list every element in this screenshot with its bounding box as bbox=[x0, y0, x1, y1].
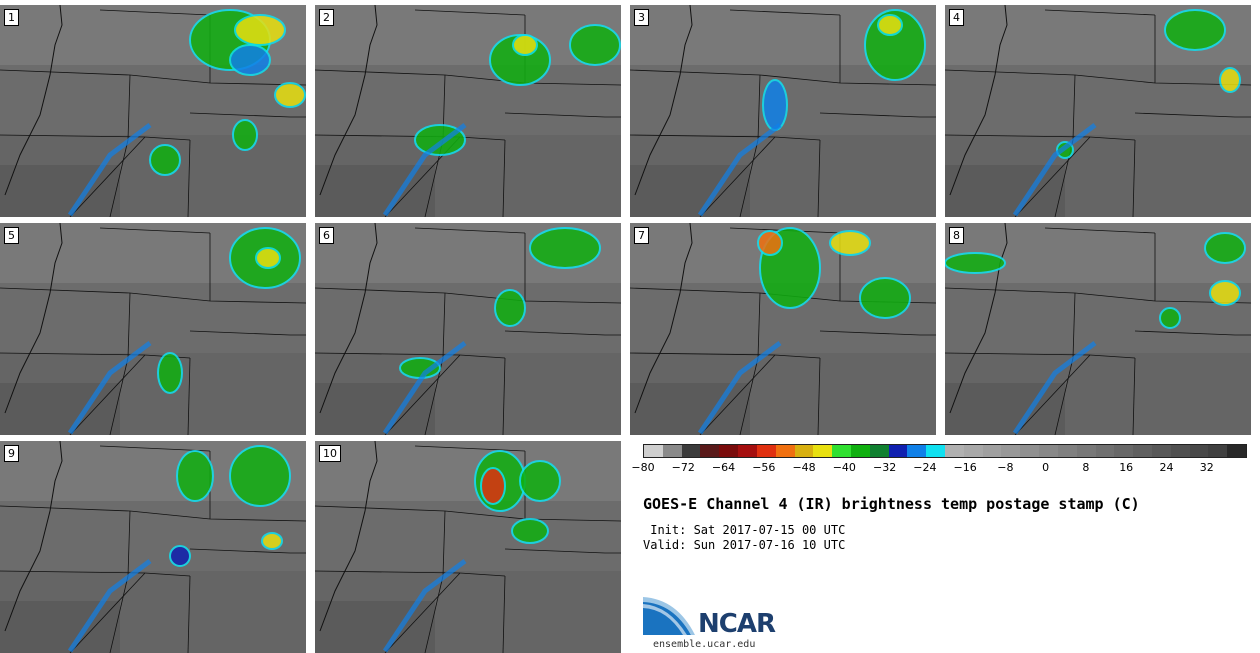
stamp-panel-3: 3 bbox=[630, 5, 936, 217]
colorbar-tick-label: −40 bbox=[832, 461, 856, 474]
colorbar-tick-label: 0 bbox=[1042, 461, 1050, 474]
colorbar-swatch bbox=[756, 445, 776, 457]
satellite-map bbox=[315, 5, 621, 217]
colorbar-tick-label: −64 bbox=[711, 461, 736, 474]
colorbar-swatch bbox=[869, 445, 889, 457]
colorbar-tick-label: −32 bbox=[872, 461, 897, 474]
satellite-map bbox=[630, 223, 936, 435]
colorbar-swatch bbox=[719, 445, 739, 457]
colorbar-tick-label: −24 bbox=[913, 461, 937, 474]
stamp-panel-4: 4 bbox=[945, 5, 1251, 217]
stamp-panel-2: 2 bbox=[315, 5, 621, 217]
colorbar-swatch bbox=[681, 445, 701, 457]
site-url: ensemble.ucar.edu bbox=[653, 639, 756, 650]
colorbar-tick-label: −56 bbox=[752, 461, 776, 474]
panel-number: 8 bbox=[949, 227, 964, 244]
stamp-panel-6: 6 bbox=[315, 223, 621, 435]
panel-number: 2 bbox=[319, 9, 334, 26]
logo-wordmark: NCAR bbox=[698, 609, 776, 639]
satellite-map bbox=[630, 5, 936, 217]
panel-number: 1 bbox=[4, 9, 19, 26]
stamp-panel-5: 5 bbox=[0, 223, 306, 435]
panel-number: 10 bbox=[319, 445, 341, 462]
panel-number: 7 bbox=[634, 227, 649, 244]
colorbar-swatch bbox=[813, 445, 833, 457]
colorbar-swatch bbox=[850, 445, 870, 457]
colorbar-swatch bbox=[963, 445, 983, 457]
colorbar-tick-label: 32 bbox=[1199, 461, 1214, 474]
ncar-logo-icon bbox=[643, 597, 695, 635]
colorbar-swatch bbox=[832, 445, 851, 457]
panel-number: 9 bbox=[4, 445, 19, 462]
stamp-panel-9: 9 bbox=[0, 441, 306, 653]
colorbar-swatch bbox=[644, 445, 663, 457]
satellite-map bbox=[0, 223, 306, 435]
colorbar-swatch bbox=[775, 445, 795, 457]
colorbar-swatch bbox=[1151, 445, 1171, 457]
colorbar-swatch bbox=[1170, 445, 1190, 457]
valid-time: Valid: Sun 2017-07-16 10 UTC bbox=[643, 538, 846, 552]
satellite-map bbox=[315, 441, 621, 653]
colorbar-tick-label: −8 bbox=[997, 461, 1014, 474]
satellite-map bbox=[0, 441, 306, 653]
colorbar-swatch bbox=[662, 445, 682, 457]
colorbar-tick-label: −80 bbox=[631, 461, 655, 474]
colorbar-swatch bbox=[794, 445, 814, 457]
satellite-map bbox=[945, 223, 1251, 435]
colorbar-tick-label: −72 bbox=[671, 461, 695, 474]
colorbar-tick-label: 24 bbox=[1159, 461, 1174, 474]
colorbar bbox=[643, 444, 1247, 458]
colorbar-swatch bbox=[738, 445, 757, 457]
satellite-map bbox=[315, 223, 621, 435]
colorbar-swatch bbox=[1189, 445, 1209, 457]
stamp-panel-10: 10 bbox=[315, 441, 621, 653]
init-time: Init: Sat 2017-07-15 00 UTC bbox=[643, 523, 846, 537]
colorbar-swatch bbox=[1001, 445, 1021, 457]
stamp-panel-8: 8 bbox=[945, 223, 1251, 435]
panel-number: 3 bbox=[634, 9, 649, 26]
colorbar-swatch bbox=[926, 445, 945, 457]
colorbar-swatch bbox=[1020, 445, 1040, 457]
colorbar-swatch bbox=[945, 445, 964, 457]
colorbar-swatch bbox=[1133, 445, 1152, 457]
satellite-map bbox=[0, 5, 306, 217]
colorbar-tick-label: −16 bbox=[953, 461, 977, 474]
stamp-panel-1: 1 bbox=[0, 5, 306, 217]
colorbar-swatch bbox=[1057, 445, 1077, 457]
colorbar-swatch bbox=[1208, 445, 1228, 457]
colorbar-tick-label: 16 bbox=[1119, 461, 1134, 474]
colorbar-swatch bbox=[1039, 445, 1058, 457]
colorbar-swatch bbox=[1076, 445, 1096, 457]
colorbar-tick-label: −48 bbox=[792, 461, 816, 474]
figure-title: GOES-E Channel 4 (IR) brightness temp po… bbox=[643, 495, 1140, 513]
satellite-map bbox=[945, 5, 1251, 217]
colorbar-swatch bbox=[700, 445, 720, 457]
stamp-panel-7: 7 bbox=[630, 223, 936, 435]
colorbar-swatch bbox=[982, 445, 1002, 457]
colorbar-swatch bbox=[1095, 445, 1115, 457]
colorbar-tick-label: 8 bbox=[1082, 461, 1090, 474]
colorbar-swatch bbox=[1114, 445, 1134, 457]
colorbar-swatch bbox=[1227, 445, 1246, 457]
colorbar-swatch bbox=[888, 445, 908, 457]
panel-number: 4 bbox=[949, 9, 964, 26]
colorbar-swatch bbox=[907, 445, 927, 457]
panel-number: 6 bbox=[319, 227, 334, 244]
panel-number: 5 bbox=[4, 227, 19, 244]
